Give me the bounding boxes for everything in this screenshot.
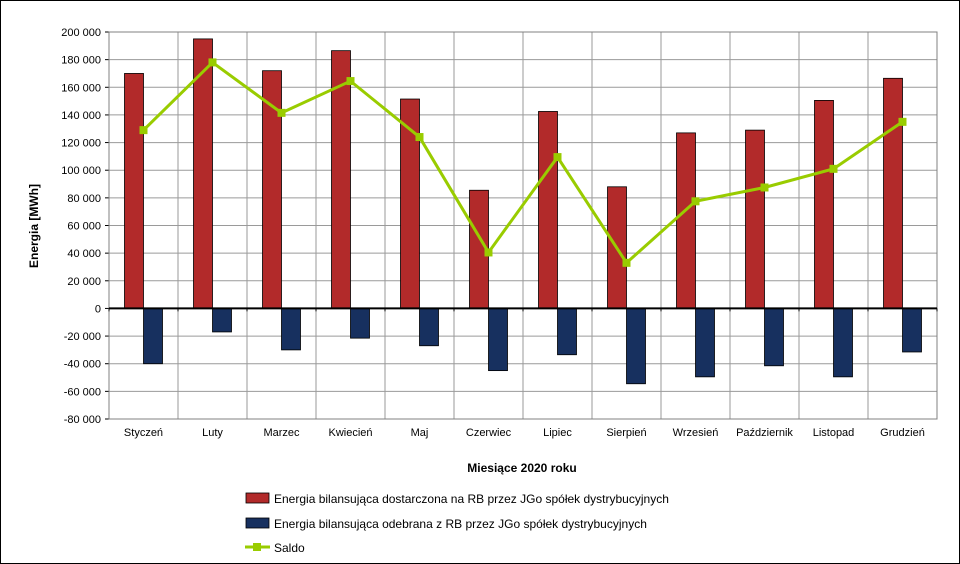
y-tick-label: 180 000 (61, 55, 101, 67)
x-tick-label: Styczeń (124, 427, 163, 439)
legend-swatch-delivered (245, 492, 270, 504)
bar-delivered (814, 100, 834, 309)
x-tick-label: Sierpień (606, 427, 646, 439)
bar-delivered (676, 132, 696, 309)
bar-received (833, 308, 853, 378)
bar-received (626, 308, 646, 385)
y-tick-label: 0 (95, 303, 101, 315)
bar-received (488, 308, 508, 372)
bar-received (350, 308, 370, 339)
bar-delivered (883, 77, 903, 309)
bar-delivered (124, 73, 144, 309)
x-tick-label: Październik (736, 427, 793, 439)
saldo-point (691, 197, 700, 206)
y-tick-label: 120 000 (61, 138, 101, 150)
saldo-line (142, 60, 904, 266)
x-tick-label: Wrzesień (673, 427, 719, 439)
y-tick-label: 140 000 (61, 110, 101, 122)
x-tick-label: Grudzień (880, 427, 925, 439)
x-tick-label: Maj (411, 427, 429, 439)
saldo-point (760, 183, 769, 192)
saldo-point (415, 133, 424, 142)
saldo-point (622, 258, 631, 267)
legend-label-saldo: Saldo (274, 541, 305, 555)
saldo-point (139, 126, 148, 135)
y-tick-label: 200 000 (61, 27, 101, 39)
y-tick-label: -80 000 (64, 414, 101, 426)
y-tick-label: 60 000 (67, 221, 101, 233)
bar-received (419, 308, 439, 347)
x-axis-title: Miesiące 2020 roku (467, 461, 576, 475)
y-tick-label: 80 000 (67, 193, 101, 205)
bar-received (281, 308, 301, 351)
plot-area: 200 000 180 000 160 000 140 000 120 000 100 0… (61, 27, 938, 439)
bar-received (764, 308, 784, 367)
legend-label-received: Energia bilansująca odebrana z RB przez … (274, 517, 647, 531)
y-tick-label: 40 000 (67, 248, 101, 260)
x-tick-label: Luty (202, 427, 223, 439)
legend-swatch-received (245, 517, 270, 529)
x-tick-label: Kwiecień (328, 427, 372, 439)
legend: Energia bilansująca dostarczona na RB pr… (245, 492, 669, 555)
saldo-point (553, 153, 562, 162)
y-tick-label: -60 000 (64, 386, 101, 398)
y-tick-label: 160 000 (61, 82, 101, 94)
bar-received (902, 308, 922, 353)
bar-received (212, 308, 232, 333)
bar-received (143, 308, 163, 365)
saldo-point (208, 58, 217, 67)
x-tick-label: Listopad (813, 427, 855, 439)
saldo-point (277, 108, 286, 117)
legend-label-delivered: Energia bilansująca dostarczona na RB pr… (274, 492, 669, 506)
y-tick-label: -20 000 (64, 331, 101, 343)
saldo-point (898, 117, 907, 126)
y-axis-title: Energia [MWh] (27, 184, 41, 268)
plot-border (108, 31, 938, 420)
saldo-point (346, 77, 355, 86)
saldo-point (829, 164, 838, 173)
bar-delivered (745, 129, 765, 309)
bar-received (557, 308, 577, 356)
y-tick-label: 100 000 (61, 165, 101, 177)
saldo-point (484, 248, 493, 257)
bar-delivered (538, 111, 558, 309)
x-tick-label: Lipiec (543, 427, 572, 439)
x-tick-label: Marzec (263, 427, 300, 439)
legend-swatch-saldo-marker (253, 543, 261, 551)
bar-received (695, 308, 715, 378)
y-tick-label: 20 000 (67, 276, 101, 288)
y-tick-label: -40 000 (64, 359, 101, 371)
x-tick-label: Czerwiec (466, 427, 512, 439)
